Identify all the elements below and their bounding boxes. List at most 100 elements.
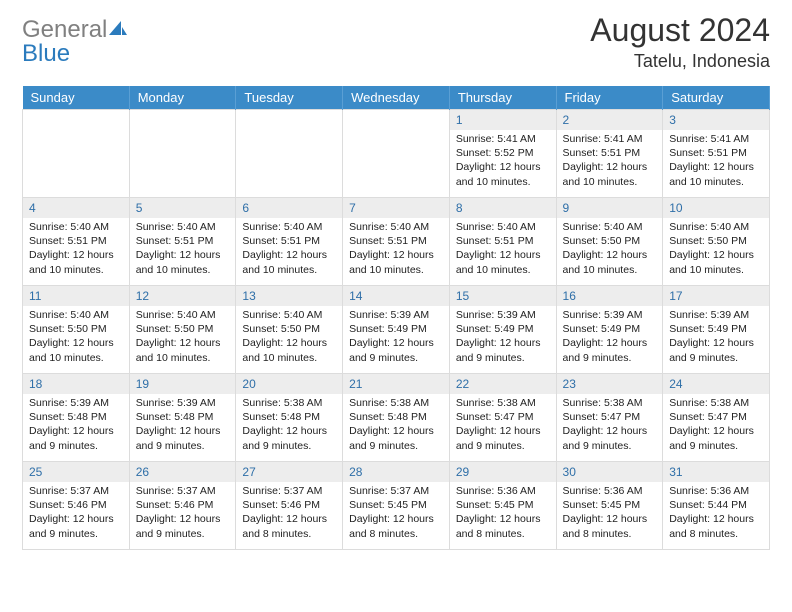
- day-details: Sunrise: 5:40 AMSunset: 5:51 PMDaylight:…: [23, 218, 129, 281]
- calendar-cell: [23, 110, 130, 198]
- day-details: Sunrise: 5:40 AMSunset: 5:50 PMDaylight:…: [663, 218, 769, 281]
- calendar-cell: 7Sunrise: 5:40 AMSunset: 5:51 PMDaylight…: [343, 198, 450, 286]
- day-details: Sunrise: 5:37 AMSunset: 5:46 PMDaylight:…: [23, 482, 129, 545]
- calendar-week: 4Sunrise: 5:40 AMSunset: 5:51 PMDaylight…: [23, 198, 770, 286]
- calendar-cell: 4Sunrise: 5:40 AMSunset: 5:51 PMDaylight…: [23, 198, 130, 286]
- calendar-cell: 5Sunrise: 5:40 AMSunset: 5:51 PMDaylight…: [129, 198, 236, 286]
- day-details: Sunrise: 5:38 AMSunset: 5:47 PMDaylight:…: [450, 394, 556, 457]
- logo-sail-icon: [107, 18, 129, 42]
- day-details: Sunrise: 5:39 AMSunset: 5:49 PMDaylight:…: [450, 306, 556, 369]
- day-number: 12: [130, 286, 236, 306]
- day-details: Sunrise: 5:36 AMSunset: 5:44 PMDaylight:…: [663, 482, 769, 545]
- calendar-cell: 26Sunrise: 5:37 AMSunset: 5:46 PMDayligh…: [129, 462, 236, 550]
- day-number: 17: [663, 286, 769, 306]
- calendar-cell: 23Sunrise: 5:38 AMSunset: 5:47 PMDayligh…: [556, 374, 663, 462]
- day-details: Sunrise: 5:40 AMSunset: 5:51 PMDaylight:…: [450, 218, 556, 281]
- day-number: 4: [23, 198, 129, 218]
- day-details: Sunrise: 5:38 AMSunset: 5:47 PMDaylight:…: [557, 394, 663, 457]
- day-number: 22: [450, 374, 556, 394]
- day-details: Sunrise: 5:41 AMSunset: 5:51 PMDaylight:…: [663, 130, 769, 193]
- page-header: General Blue August 2024 Tatelu, Indones…: [22, 12, 770, 72]
- calendar-cell: 12Sunrise: 5:40 AMSunset: 5:50 PMDayligh…: [129, 286, 236, 374]
- day-details: Sunrise: 5:40 AMSunset: 5:51 PMDaylight:…: [236, 218, 342, 281]
- calendar-table: SundayMondayTuesdayWednesdayThursdayFrid…: [22, 86, 770, 550]
- day-number: 3: [663, 110, 769, 130]
- day-number: 8: [450, 198, 556, 218]
- day-number: 7: [343, 198, 449, 218]
- day-number: 5: [130, 198, 236, 218]
- day-number: 16: [557, 286, 663, 306]
- day-number: 11: [23, 286, 129, 306]
- day-number: 29: [450, 462, 556, 482]
- day-details: Sunrise: 5:39 AMSunset: 5:48 PMDaylight:…: [23, 394, 129, 457]
- day-number: 14: [343, 286, 449, 306]
- logo-text: General Blue: [22, 18, 129, 66]
- day-number: 6: [236, 198, 342, 218]
- day-details: Sunrise: 5:37 AMSunset: 5:46 PMDaylight:…: [130, 482, 236, 545]
- day-details: Sunrise: 5:39 AMSunset: 5:49 PMDaylight:…: [557, 306, 663, 369]
- calendar-week: 18Sunrise: 5:39 AMSunset: 5:48 PMDayligh…: [23, 374, 770, 462]
- logo-text-blue: Blue: [22, 40, 70, 67]
- day-number: 27: [236, 462, 342, 482]
- calendar-cell: 22Sunrise: 5:38 AMSunset: 5:47 PMDayligh…: [449, 374, 556, 462]
- day-details: Sunrise: 5:38 AMSunset: 5:48 PMDaylight:…: [236, 394, 342, 457]
- day-details: Sunrise: 5:39 AMSunset: 5:49 PMDaylight:…: [663, 306, 769, 369]
- day-header: Saturday: [663, 86, 770, 110]
- calendar-week: 11Sunrise: 5:40 AMSunset: 5:50 PMDayligh…: [23, 286, 770, 374]
- day-details: Sunrise: 5:41 AMSunset: 5:52 PMDaylight:…: [450, 130, 556, 193]
- day-number: 25: [23, 462, 129, 482]
- calendar-cell: 21Sunrise: 5:38 AMSunset: 5:48 PMDayligh…: [343, 374, 450, 462]
- day-number: 1: [450, 110, 556, 130]
- day-number: 13: [236, 286, 342, 306]
- day-details: Sunrise: 5:40 AMSunset: 5:50 PMDaylight:…: [236, 306, 342, 369]
- calendar-cell: 10Sunrise: 5:40 AMSunset: 5:50 PMDayligh…: [663, 198, 770, 286]
- calendar-cell: 31Sunrise: 5:36 AMSunset: 5:44 PMDayligh…: [663, 462, 770, 550]
- day-details: Sunrise: 5:40 AMSunset: 5:50 PMDaylight:…: [130, 306, 236, 369]
- day-details: Sunrise: 5:37 AMSunset: 5:45 PMDaylight:…: [343, 482, 449, 545]
- day-number: 31: [663, 462, 769, 482]
- calendar-cell: [343, 110, 450, 198]
- logo-text-gray: General: [22, 16, 107, 43]
- calendar-cell: 25Sunrise: 5:37 AMSunset: 5:46 PMDayligh…: [23, 462, 130, 550]
- day-details: Sunrise: 5:36 AMSunset: 5:45 PMDaylight:…: [450, 482, 556, 545]
- day-number: 24: [663, 374, 769, 394]
- day-number: 21: [343, 374, 449, 394]
- calendar-cell: [129, 110, 236, 198]
- day-number: 10: [663, 198, 769, 218]
- calendar-cell: 15Sunrise: 5:39 AMSunset: 5:49 PMDayligh…: [449, 286, 556, 374]
- day-header: Thursday: [449, 86, 556, 110]
- calendar-cell: 11Sunrise: 5:40 AMSunset: 5:50 PMDayligh…: [23, 286, 130, 374]
- page-subtitle: Tatelu, Indonesia: [590, 51, 770, 72]
- day-details: Sunrise: 5:40 AMSunset: 5:51 PMDaylight:…: [343, 218, 449, 281]
- day-details: Sunrise: 5:38 AMSunset: 5:47 PMDaylight:…: [663, 394, 769, 457]
- calendar-cell: 8Sunrise: 5:40 AMSunset: 5:51 PMDaylight…: [449, 198, 556, 286]
- day-header: Tuesday: [236, 86, 343, 110]
- day-details: Sunrise: 5:40 AMSunset: 5:50 PMDaylight:…: [23, 306, 129, 369]
- calendar-cell: 18Sunrise: 5:39 AMSunset: 5:48 PMDayligh…: [23, 374, 130, 462]
- calendar-cell: 17Sunrise: 5:39 AMSunset: 5:49 PMDayligh…: [663, 286, 770, 374]
- calendar-cell: 3Sunrise: 5:41 AMSunset: 5:51 PMDaylight…: [663, 110, 770, 198]
- calendar-cell: 28Sunrise: 5:37 AMSunset: 5:45 PMDayligh…: [343, 462, 450, 550]
- day-number: 28: [343, 462, 449, 482]
- calendar-week: 1Sunrise: 5:41 AMSunset: 5:52 PMDaylight…: [23, 110, 770, 198]
- calendar-cell: [236, 110, 343, 198]
- day-number: 2: [557, 110, 663, 130]
- day-header: Friday: [556, 86, 663, 110]
- logo: General Blue: [22, 12, 129, 66]
- day-details: Sunrise: 5:40 AMSunset: 5:51 PMDaylight:…: [130, 218, 236, 281]
- calendar-cell: 13Sunrise: 5:40 AMSunset: 5:50 PMDayligh…: [236, 286, 343, 374]
- calendar-cell: 19Sunrise: 5:39 AMSunset: 5:48 PMDayligh…: [129, 374, 236, 462]
- day-header: Sunday: [23, 86, 130, 110]
- calendar-cell: 16Sunrise: 5:39 AMSunset: 5:49 PMDayligh…: [556, 286, 663, 374]
- day-details: Sunrise: 5:38 AMSunset: 5:48 PMDaylight:…: [343, 394, 449, 457]
- calendar-cell: 1Sunrise: 5:41 AMSunset: 5:52 PMDaylight…: [449, 110, 556, 198]
- day-number: 23: [557, 374, 663, 394]
- day-number: 26: [130, 462, 236, 482]
- day-number: 20: [236, 374, 342, 394]
- calendar-cell: 30Sunrise: 5:36 AMSunset: 5:45 PMDayligh…: [556, 462, 663, 550]
- calendar-cell: 24Sunrise: 5:38 AMSunset: 5:47 PMDayligh…: [663, 374, 770, 462]
- page-title: August 2024: [590, 12, 770, 49]
- calendar-cell: 20Sunrise: 5:38 AMSunset: 5:48 PMDayligh…: [236, 374, 343, 462]
- day-number: 18: [23, 374, 129, 394]
- day-number: 9: [557, 198, 663, 218]
